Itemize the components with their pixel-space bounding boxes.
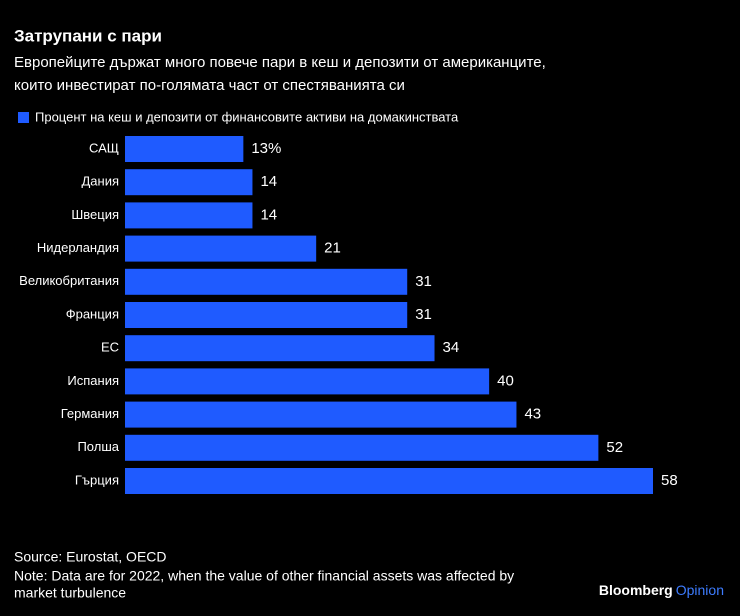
value-label: 34 <box>443 339 460 356</box>
value-label: 21 <box>324 240 341 257</box>
bar <box>125 335 435 362</box>
y-tick-label: Швеция <box>71 207 119 222</box>
bar <box>125 268 408 295</box>
y-tick-label: САЩ <box>89 140 119 155</box>
legend-label: Процент на кеш и депозити от финансовите… <box>35 109 459 124</box>
bar <box>125 169 253 196</box>
value-label: 14 <box>260 206 277 223</box>
bar <box>125 235 317 262</box>
value-label: 13% <box>251 140 281 157</box>
value-label: 31 <box>415 306 432 323</box>
y-tick-label: Гърция <box>75 472 119 487</box>
bar <box>125 468 653 494</box>
source: Source: Eurostat, OECD <box>14 549 167 565</box>
y-tick-label: ЕС <box>101 340 119 355</box>
bar <box>125 401 517 428</box>
value-label: 14 <box>260 173 277 190</box>
bar <box>125 136 244 162</box>
bar <box>125 434 599 461</box>
value-label: 52 <box>606 439 623 456</box>
value-label: 40 <box>497 372 514 389</box>
y-tick-label: Испания <box>67 373 119 388</box>
y-tick-label: Дания <box>81 174 119 189</box>
value-label: 43 <box>524 406 541 423</box>
y-tick-label: Нидерландия <box>37 240 119 255</box>
value-label: 31 <box>415 273 432 290</box>
y-tick-label: Великобритания <box>19 273 119 288</box>
brand-suffix: Opinion <box>676 582 724 598</box>
y-tick-label: Германия <box>61 406 119 421</box>
note: market turbulence <box>14 585 126 601</box>
subtitle: които инвестират по-голямата част от спе… <box>14 77 405 94</box>
subtitle: Европейците държат много повече пари в к… <box>14 54 546 71</box>
note: Note: Data are for 2022, when the value … <box>14 568 514 584</box>
bar <box>125 368 490 395</box>
value-label: 58 <box>661 472 678 489</box>
brand-name: Bloomberg <box>599 582 673 598</box>
brand: Bloomberg Opinion <box>599 582 724 598</box>
y-tick-label: Франция <box>66 306 119 321</box>
bar <box>125 202 253 229</box>
bar <box>125 302 408 328</box>
y-tick-label: Полша <box>77 439 119 454</box>
legend-swatch <box>18 112 29 123</box>
chart-title: Затрупани с пари <box>14 26 162 45</box>
